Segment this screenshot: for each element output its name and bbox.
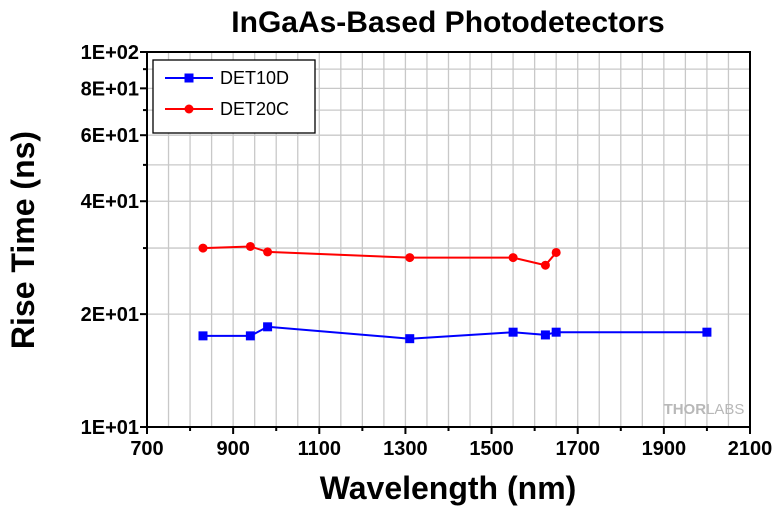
axis-ticks — [140, 51, 751, 434]
x-tick-label: 1300 — [383, 438, 428, 460]
series-det20c — [198, 241, 561, 270]
data-point — [540, 330, 550, 340]
data-point — [405, 253, 415, 263]
data-point — [198, 243, 208, 253]
chart-title: InGaAs-Based Photodetectors — [231, 6, 664, 39]
y-tick-label: 6E+01 — [81, 125, 139, 147]
data-point — [540, 260, 550, 270]
watermark-thor: THOR — [664, 401, 707, 418]
data-point — [263, 247, 273, 257]
legend-box — [152, 59, 316, 134]
watermark-labs: LABS — [706, 401, 744, 418]
legend-marker — [184, 73, 194, 83]
data-point — [405, 334, 415, 344]
y-tick-label: 8E+01 — [81, 78, 139, 100]
x-tick-label: 2100 — [728, 438, 773, 460]
y-tick-label: 1E+01 — [81, 417, 139, 439]
x-tick-label: 1500 — [469, 438, 514, 460]
y-tick-label: 2E+01 — [81, 304, 139, 326]
legend: DET10D DET20C — [152, 59, 316, 134]
data-point — [551, 327, 561, 337]
data-point — [198, 331, 208, 341]
x-tick-label: 1900 — [642, 438, 687, 460]
data-point — [263, 322, 273, 332]
legend-item: DET20C — [165, 99, 289, 119]
data-series — [198, 241, 712, 344]
x-tick-label: 1100 — [298, 438, 341, 460]
legend-label: DET10D — [220, 68, 289, 88]
data-point — [245, 331, 255, 341]
legend-marker — [184, 104, 194, 114]
series-line — [202, 245, 557, 267]
legend-item: DET10D — [165, 68, 289, 88]
series-det10d — [198, 322, 712, 344]
data-point — [245, 241, 255, 251]
y-tick-label: 1E+02 — [81, 42, 139, 64]
thorlabs-watermark: THORLABS — [664, 401, 745, 418]
data-point — [702, 327, 712, 337]
y-axis-label: Rise Time (ns) — [5, 131, 41, 349]
tick-labels: 700 900 1100 1300 1500 1700 1900 2100 1E+01 2E+01… — [81, 42, 773, 460]
data-point — [508, 327, 518, 337]
series-line — [203, 325, 707, 340]
x-tick-label: 1700 — [555, 438, 600, 460]
data-point — [551, 247, 561, 257]
legend-label: DET20C — [220, 99, 289, 119]
data-point — [508, 253, 518, 263]
x-tick-label: 700 — [130, 438, 163, 460]
x-axis-label: Wavelength (nm) — [320, 470, 577, 506]
x-tick-label: 900 — [216, 438, 249, 460]
y-tick-label: 4E+01 — [81, 191, 139, 213]
